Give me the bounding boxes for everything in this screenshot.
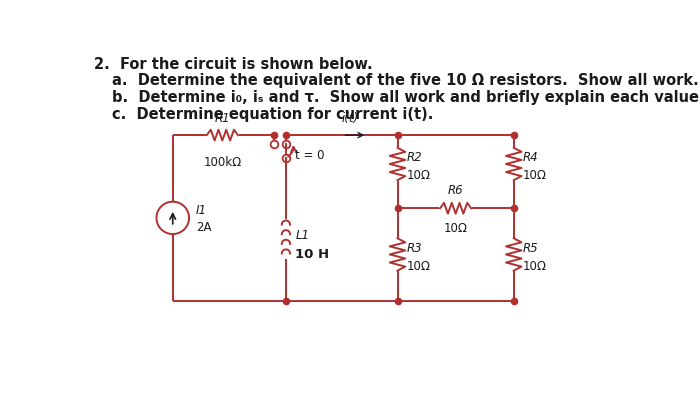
Text: R4: R4 (523, 151, 539, 164)
Text: i(t): i(t) (342, 112, 359, 125)
Text: c.  Determine equation for current i(t).: c. Determine equation for current i(t). (112, 108, 434, 122)
Text: 10Ω: 10Ω (523, 169, 547, 182)
Text: L1: L1 (295, 229, 309, 241)
Text: R3: R3 (407, 242, 422, 255)
Text: 2.  For the circuit is shown below.: 2. For the circuit is shown below. (94, 57, 372, 71)
Text: 2A: 2A (196, 220, 211, 234)
Text: t = 0: t = 0 (295, 149, 325, 162)
Text: 10Ω: 10Ω (523, 260, 547, 273)
Text: a.  Determine the equivalent of the five 10 Ω resistors.  Show all work.: a. Determine the equivalent of the five … (112, 74, 699, 89)
Text: R5: R5 (523, 242, 539, 255)
Text: 10Ω: 10Ω (407, 260, 430, 273)
Text: b.  Determine i₀, iₛ and τ.  Show all work and briefly explain each value.: b. Determine i₀, iₛ and τ. Show all work… (112, 90, 700, 105)
Text: 10Ω: 10Ω (444, 222, 468, 235)
Text: R1: R1 (214, 112, 230, 125)
Text: 100kΩ: 100kΩ (203, 156, 242, 169)
Text: 10Ω: 10Ω (407, 169, 430, 182)
Text: I1: I1 (196, 204, 207, 217)
Text: R2: R2 (407, 151, 422, 164)
Text: 10 H: 10 H (295, 248, 329, 261)
Text: R6: R6 (448, 184, 463, 197)
